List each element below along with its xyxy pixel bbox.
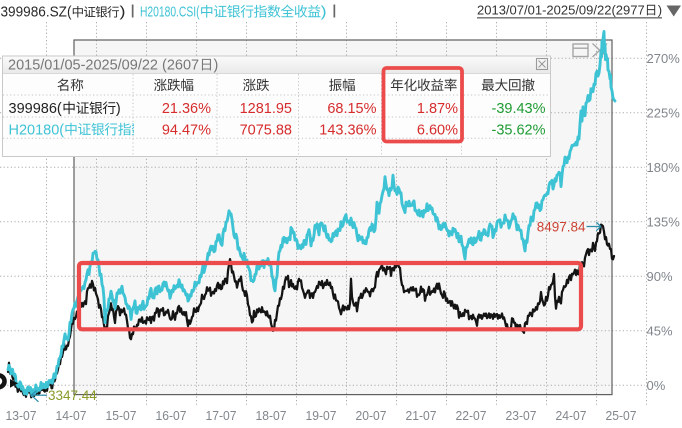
svg-text:): )	[116, 101, 121, 117]
svg-text:): )	[120, 5, 126, 21]
svg-text:): )	[658, 3, 662, 18]
svg-text:2013/07/01-2025/09/22(2977: 2013/07/01-2025/09/22(2977	[477, 3, 645, 18]
svg-text:94.47%: 94.47%	[162, 122, 211, 138]
svg-text:399986(: 399986(	[9, 101, 62, 117]
svg-text:0%: 0%	[647, 378, 666, 393]
svg-text:143.36%: 143.36%	[319, 122, 376, 138]
svg-text:18-07: 18-07	[256, 408, 287, 423]
svg-text:225%: 225%	[647, 105, 681, 120]
svg-text:H20180(: H20180(	[9, 122, 65, 138]
svg-text:23-07: 23-07	[506, 408, 537, 423]
svg-text:180%: 180%	[647, 160, 681, 175]
svg-text:135%: 135%	[647, 214, 681, 229]
svg-text:45%: 45%	[647, 323, 673, 338]
svg-text:1.87%: 1.87%	[417, 101, 458, 117]
svg-text:2015/01/05-2025/09/22 (2607: 2015/01/05-2025/09/22 (2607	[8, 58, 199, 74]
svg-text:1281.95: 1281.95	[240, 101, 292, 117]
svg-text:-39.43%: -39.43%	[491, 101, 545, 117]
svg-text:21.36%: 21.36%	[162, 101, 211, 117]
svg-text:): )	[214, 58, 219, 74]
svg-text:15-07: 15-07	[106, 408, 137, 423]
svg-text:24-07: 24-07	[556, 408, 587, 423]
svg-text:8497.84: 8497.84	[537, 220, 586, 235]
svg-text:14-07: 14-07	[56, 408, 87, 423]
svg-text:25-07: 25-07	[606, 408, 637, 423]
svg-text:7075.88: 7075.88	[240, 122, 292, 138]
svg-text:20-07: 20-07	[356, 408, 387, 423]
svg-text:-35.62%: -35.62%	[491, 122, 545, 138]
svg-text:16-07: 16-07	[156, 408, 187, 423]
svg-text:H20180.CSI(: H20180.CSI(	[140, 5, 200, 21]
svg-text:21-07: 21-07	[406, 408, 437, 423]
svg-text:19-07: 19-07	[306, 408, 337, 423]
svg-text:): )	[321, 5, 327, 21]
svg-text:90%: 90%	[647, 269, 673, 284]
svg-text:68.15%: 68.15%	[327, 101, 376, 117]
svg-text:13-07: 13-07	[6, 408, 37, 423]
svg-text:270%: 270%	[647, 51, 681, 66]
svg-text:6.60%: 6.60%	[417, 122, 458, 138]
svg-text:3347.44: 3347.44	[48, 388, 97, 403]
svg-text:399986.SZ(: 399986.SZ(	[1, 5, 72, 21]
svg-text:17-07: 17-07	[206, 408, 237, 423]
svg-text:22-07: 22-07	[456, 408, 487, 423]
